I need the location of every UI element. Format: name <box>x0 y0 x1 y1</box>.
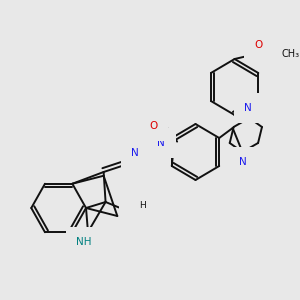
Text: N: N <box>244 103 252 113</box>
Text: NH: NH <box>76 237 92 247</box>
Text: O: O <box>130 205 138 215</box>
Text: CH₃: CH₃ <box>281 49 299 59</box>
Text: H: H <box>139 200 146 209</box>
Text: O: O <box>149 121 158 131</box>
Text: N: N <box>131 148 139 158</box>
Text: N: N <box>158 138 165 148</box>
Text: N: N <box>238 157 246 167</box>
Text: O: O <box>254 40 262 50</box>
